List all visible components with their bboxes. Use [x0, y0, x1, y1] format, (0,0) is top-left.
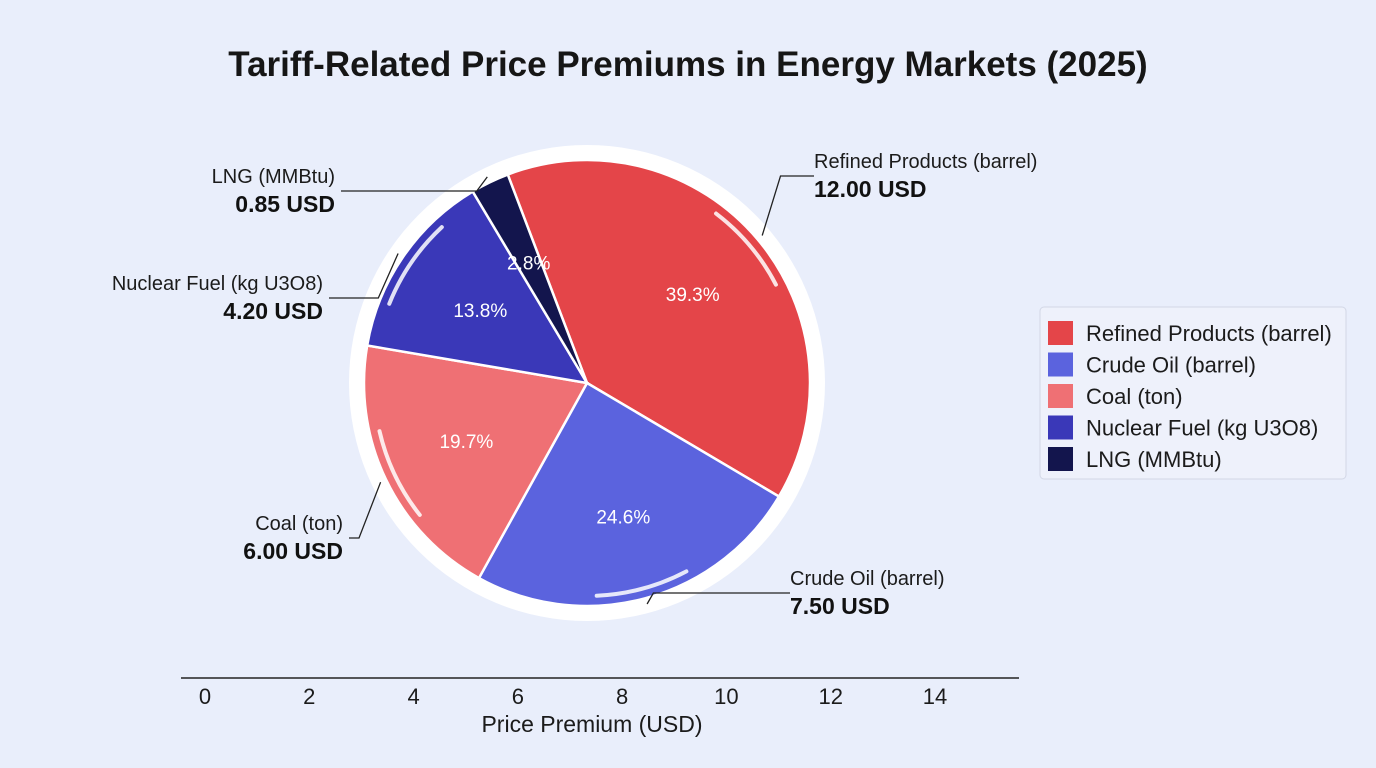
pie-percent-crude-oil-barrel: 24.6%	[596, 507, 650, 528]
pie-highlight-coal-ton	[377, 429, 422, 517]
pie-highlights	[377, 211, 778, 598]
pie-slices	[362, 158, 812, 608]
chart-title: Tariff-Related Price Premiums in Energy …	[228, 45, 1147, 84]
legend: Refined Products (barrel) Crude Oil (barr…	[1039, 306, 1347, 480]
x-tick-label: 6	[512, 684, 524, 709]
x-axis-ticks: 0 2 4 6 8 10 12 14	[199, 684, 947, 709]
legend-swatch-lng-mmbtu	[1048, 447, 1073, 471]
pie-percent-coal-ton: 19.7%	[439, 432, 493, 453]
callout-value-nuclear-fuel-kg-u3o8: 4.20 USD	[223, 298, 323, 324]
callout-line-coal-ton	[349, 481, 382, 539]
x-tick-label: 10	[714, 684, 738, 709]
pie-slice-coal-ton	[362, 344, 589, 580]
x-tick-label: 12	[818, 684, 842, 709]
callout-name-nuclear-fuel-kg-u3o8: Nuclear Fuel (kg U3O8)	[112, 273, 323, 295]
x-tick-label: 2	[303, 684, 315, 709]
callout-value-lng-mmbtu: 0.85 USD	[235, 191, 335, 217]
pie-highlight-nuclear-fuel-kg-u3o8	[387, 225, 444, 306]
callout-name-lng-mmbtu: LNG (MMBtu)	[212, 166, 335, 188]
callout-line-lng-mmbtu	[341, 176, 488, 192]
legend-label-nuclear-fuel-kg-u3o8: Nuclear Fuel (kg U3O8)	[1086, 416, 1318, 441]
pie-percent-refined-products-barrel: 39.3%	[666, 285, 720, 306]
callout-value-refined-products-barrel: 12.00 USD	[814, 176, 927, 202]
pie-slice-crude-oil-barrel	[477, 381, 781, 608]
x-tick-label: 0	[199, 684, 211, 709]
callout-name-crude-oil-barrel: Crude Oil (barrel)	[790, 568, 944, 590]
pie-highlight-refined-products-barrel	[714, 211, 778, 287]
pie-callouts: Refined Products (barrel) 12.00 USD Crude …	[112, 151, 1038, 619]
legend-label-lng-mmbtu: LNG (MMBtu)	[1086, 447, 1222, 472]
pie-slice-refined-products-barrel	[506, 158, 812, 499]
callout-line-nuclear-fuel-kg-u3o8	[329, 253, 399, 299]
pie-highlight-crude-oil-barrel	[594, 569, 689, 598]
legend-swatch-nuclear-fuel-kg-u3o8	[1048, 415, 1073, 440]
pie-percent-nuclear-fuel-kg-u3o8: 13.8%	[453, 301, 507, 322]
legend-swatch-crude-oil-barrel	[1048, 352, 1073, 377]
pie-percent-labels: 39.3% 24.6% 19.7% 13.8% 2.8%	[439, 254, 719, 529]
x-tick-label: 14	[923, 684, 947, 709]
legend-label-refined-products-barrel: Refined Products (barrel)	[1086, 321, 1332, 346]
legend-swatch-coal-ton	[1048, 384, 1073, 408]
x-axis-label: Price Premium (USD)	[481, 711, 702, 737]
callout-name-refined-products-barrel: Refined Products (barrel)	[814, 151, 1037, 173]
legend-swatch-refined-products-barrel	[1048, 321, 1073, 345]
callout-value-crude-oil-barrel: 7.50 USD	[790, 593, 890, 619]
legend-label-coal-ton: Coal (ton)	[1086, 384, 1183, 409]
legend-box	[1039, 306, 1347, 480]
callout-line-refined-products-barrel	[761, 175, 814, 236]
x-tick-label: 4	[407, 684, 419, 709]
callout-name-coal-ton: Coal (ton)	[255, 513, 343, 535]
callout-value-coal-ton: 6.00 USD	[243, 538, 343, 564]
pie-slice-nuclear-fuel-kg-u3o8	[365, 189, 590, 385]
legend-label-crude-oil-barrel: Crude Oil (barrel)	[1086, 353, 1256, 378]
x-tick-label: 8	[616, 684, 628, 709]
pie-percent-lng-mmbtu: 2.8%	[507, 254, 550, 275]
callout-line-crude-oil-barrel	[646, 592, 790, 605]
